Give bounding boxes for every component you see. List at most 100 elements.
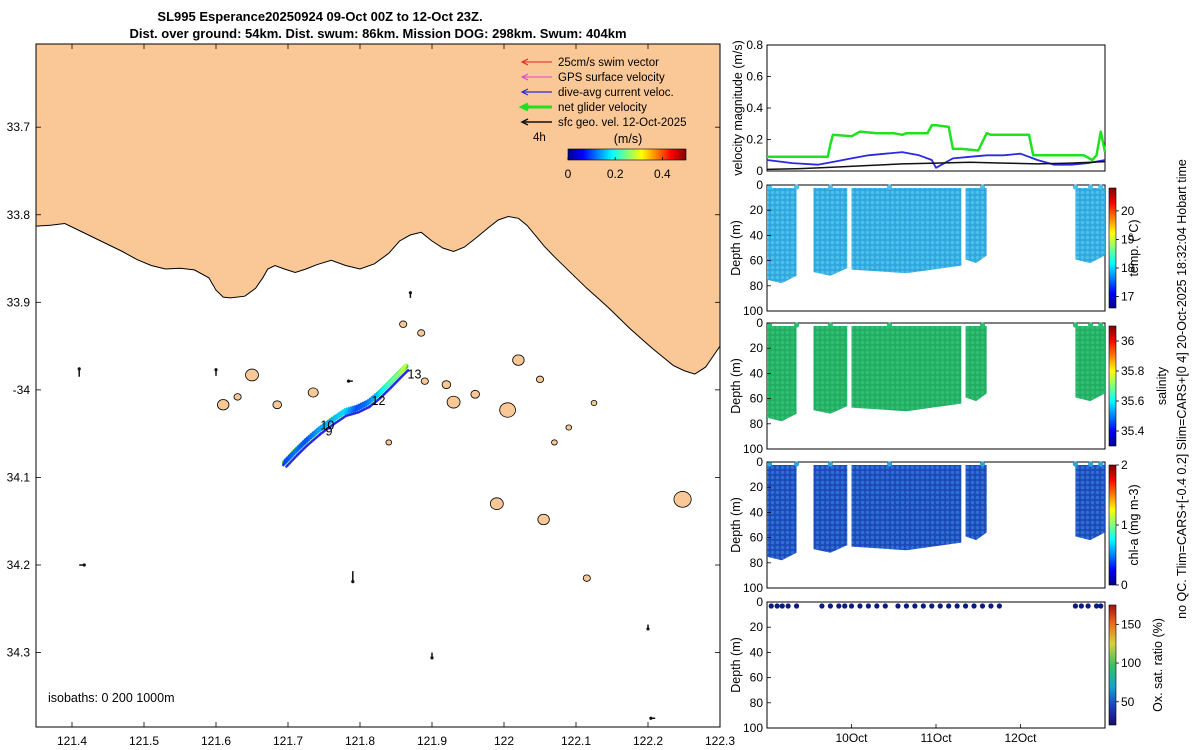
colorbar-tick-label: 35.8 — [1121, 364, 1145, 378]
oxygen-dot — [1078, 603, 1084, 609]
dive-avg-current — [318, 423, 335, 436]
oxygen-dot — [954, 603, 960, 609]
swim-vector-tick — [319, 422, 326, 431]
sfc-vector-head — [430, 656, 434, 660]
map-colorbar — [567, 148, 687, 161]
section-colorbar — [1108, 604, 1117, 726]
swim-vector-tick — [334, 412, 341, 421]
glider-track — [281, 363, 410, 468]
depth-tick-label: 100 — [743, 581, 763, 595]
swim-vector-tick — [337, 410, 343, 419]
dive-avg-current — [367, 397, 382, 409]
surface-dot — [1098, 184, 1104, 190]
surface-dot — [886, 184, 893, 190]
y-tick-label: 33.9 — [7, 295, 31, 309]
profile-block — [1075, 188, 1105, 264]
oxygen-dot — [779, 603, 785, 609]
surface-dot — [1072, 184, 1079, 190]
oxygen-dot — [1085, 603, 1091, 609]
oxygen-dot — [819, 603, 825, 609]
x-tick-label: 121.5 — [129, 734, 159, 748]
depth-tick-label: 40 — [750, 645, 764, 659]
depth-tick-label: 80 — [750, 279, 764, 293]
y-tick-label: -34 — [13, 383, 31, 397]
day-labels: 910 12 13 — [320, 367, 421, 438]
figure-title-line1: SL995 Esperance20250924 09-Oct 00Z to 12… — [157, 9, 482, 24]
legend-arrowhead — [520, 88, 529, 96]
swim-vector-tick — [345, 406, 351, 415]
profile-block — [851, 326, 962, 412]
colorbar-tick-label: 2 — [1121, 458, 1128, 472]
island — [551, 439, 558, 446]
legend-label: dive-avg current veloc. — [558, 87, 674, 99]
depth-tick-label: 60 — [750, 392, 764, 406]
swim-vector-tick — [351, 404, 358, 413]
velocity-ylabel: velocity magnitude (m/s) — [731, 40, 745, 175]
depth-tick-label: 60 — [750, 671, 764, 685]
x-tick-label: 122.2 — [633, 734, 663, 748]
section-colorbar — [1108, 187, 1117, 309]
oxygen-dot — [895, 603, 901, 609]
profile-block — [851, 188, 962, 274]
oxygen-dot — [962, 603, 969, 609]
swim-vector-tick — [357, 402, 363, 411]
island — [272, 400, 282, 410]
island — [470, 389, 480, 399]
island — [417, 329, 426, 337]
surface-dot — [766, 184, 773, 190]
dive-avg-current — [306, 432, 322, 446]
surface-dot — [1088, 184, 1094, 190]
profile-block — [965, 465, 987, 541]
profile-block — [813, 465, 848, 553]
interval-label: 4h — [533, 132, 546, 144]
x-tick-label: 121.8 — [345, 734, 375, 748]
section-colorbar — [1108, 464, 1117, 586]
colorbar-tick-label: 36 — [1121, 334, 1135, 348]
depth-tick-label: 0 — [756, 455, 763, 469]
velocity-series-line — [766, 160, 1106, 171]
colorbar-tick-label: 18 — [1121, 261, 1135, 275]
profile-block — [851, 465, 962, 551]
depth-tick-label: 60 — [750, 254, 764, 268]
surface-dot — [1072, 322, 1079, 328]
profile-block — [767, 465, 797, 561]
swim-vector-tick — [360, 400, 367, 409]
profile-block — [767, 326, 797, 422]
profile-block — [813, 326, 848, 414]
x-tick-label: 122.3 — [705, 734, 735, 748]
velocity-y-ticks: 0 0.2 0.4 0.6 0.8 — [746, 38, 771, 178]
swim-vector-tick — [317, 424, 324, 433]
depth-tick-label: 80 — [750, 696, 764, 710]
swim-vector-tick — [328, 416, 334, 425]
oxygen-dot — [979, 603, 986, 609]
depth-axis-label: Depth (m) — [729, 220, 743, 276]
island — [582, 574, 591, 582]
sfc-vector-head — [214, 368, 218, 372]
surface-dot — [979, 322, 986, 328]
section-panel-salinity: 0 20 40 60 80 100 Depth (m) 35.4 35.6 35.8 36 salin… — [729, 316, 1169, 456]
island — [420, 377, 429, 385]
velocity-lines — [766, 124, 1107, 171]
time-tick-label: 12Oct — [1004, 731, 1037, 745]
sfc-arrows — [77, 291, 656, 720]
oxygen-dot — [929, 603, 935, 609]
oxygen-dot — [827, 603, 833, 609]
depth-tick-label: 0 — [756, 316, 763, 330]
y-tick-label: 33.8 — [7, 208, 31, 222]
depth-tick-label: 80 — [750, 556, 764, 570]
swim-vector-tick — [330, 415, 337, 424]
profile-block — [965, 326, 987, 402]
x-tick-label: 122 — [494, 734, 514, 748]
depth-tick-label: 80 — [750, 417, 764, 431]
colorbar-label: Ox. sat. ratio (%) — [1151, 618, 1165, 712]
map-y-ticks: 33.7 33.8 33.9 -34 34.1 34.2 34.3 — [7, 120, 720, 660]
oxygen-dot — [912, 603, 918, 609]
island — [590, 399, 598, 407]
swim-vector-tick — [402, 363, 408, 372]
velocity-y-tick-label: 0.2 — [746, 133, 763, 147]
swim-vector-tick — [362, 399, 369, 408]
surface-dot — [1098, 322, 1104, 328]
depth-tick-label: 60 — [750, 531, 764, 545]
swim-vector-tick — [339, 409, 345, 418]
dive-avg-current — [331, 414, 348, 426]
